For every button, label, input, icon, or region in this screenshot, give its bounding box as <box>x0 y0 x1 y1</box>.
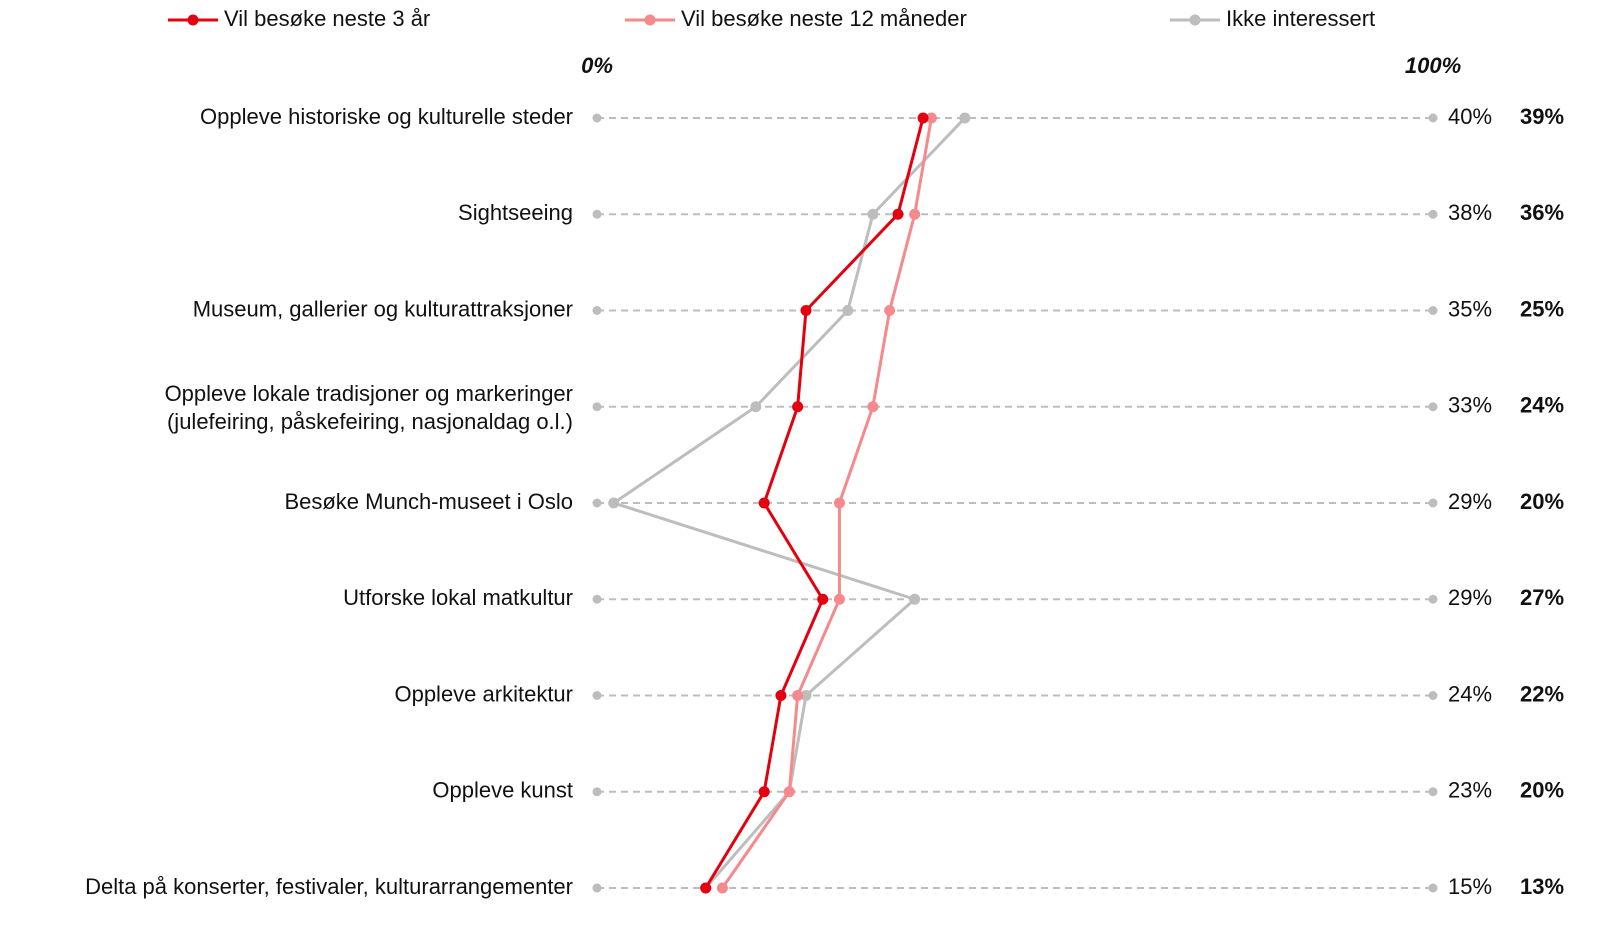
series-dot <box>925 112 937 124</box>
series-dot <box>700 882 712 894</box>
series-dot <box>775 690 787 701</box>
row-guide-end <box>592 883 602 893</box>
row-guide-end <box>592 787 602 797</box>
series-dot <box>792 690 804 701</box>
legend-label: Ikke interessert <box>1226 6 1375 31</box>
row-guide-end <box>1428 402 1438 412</box>
category-label: Utforske lokal matkultur <box>343 585 573 610</box>
series-dot <box>758 497 770 509</box>
legend-label: Vil besøke neste 3 år <box>224 6 430 31</box>
row-guide-end <box>592 691 602 700</box>
series-dot <box>783 786 795 798</box>
series-dot <box>909 208 921 220</box>
legend-dot <box>1189 14 1201 26</box>
series-dot <box>800 690 812 701</box>
value-label: 36% <box>1520 200 1564 225</box>
row-guide-end <box>592 498 602 508</box>
legend-dot <box>644 14 656 26</box>
series-dot <box>800 305 812 316</box>
value-label: 27% <box>1520 585 1564 610</box>
x-tick-label: 100% <box>1405 53 1461 78</box>
value-label: 13% <box>1520 874 1564 899</box>
category-label: Besøke Munch-museet i Oslo <box>284 489 573 514</box>
series-dot <box>842 305 854 316</box>
series-dot <box>917 112 929 124</box>
category-label: Oppleve historiske og kulturelle steder <box>200 104 573 129</box>
series-dot <box>792 401 804 413</box>
value-label: 38% <box>1448 200 1492 225</box>
row-guide-end <box>592 209 602 219</box>
legend-dot <box>187 14 199 26</box>
value-label: 24% <box>1448 681 1492 706</box>
row-guide-end <box>1428 691 1438 700</box>
value-label: 39% <box>1520 104 1564 129</box>
category-label: Oppleve kunst <box>432 778 573 803</box>
category-label: Oppleve lokale tradisjoner og markeringe… <box>165 381 573 434</box>
series-dot <box>892 208 904 220</box>
row-guide-end <box>592 402 602 412</box>
value-label: 20% <box>1520 778 1564 803</box>
category-label: Museum, gallerier og kulturattraksjoner <box>193 296 573 321</box>
value-label: 22% <box>1520 681 1564 706</box>
x-tick-label: 0% <box>581 53 613 78</box>
series-dot <box>608 497 620 509</box>
series-dot <box>884 305 896 316</box>
category-label: Oppleve arkitektur <box>394 681 573 706</box>
row-guide-end <box>1428 883 1438 893</box>
row-guide-end <box>592 594 602 604</box>
value-label: 24% <box>1520 393 1564 418</box>
value-label: 25% <box>1520 296 1564 321</box>
series-dot <box>758 786 770 798</box>
series-dot <box>909 593 921 605</box>
value-label: 29% <box>1448 585 1492 610</box>
row-guide-end <box>592 306 602 315</box>
value-label: 23% <box>1448 778 1492 803</box>
row-guide-end <box>1428 113 1438 123</box>
series-dot <box>959 112 971 124</box>
series-dot <box>867 208 879 220</box>
value-label: 20% <box>1520 489 1564 514</box>
series-dot <box>833 497 845 509</box>
value-label: 29% <box>1448 489 1492 514</box>
series-dot <box>750 401 762 413</box>
value-label: 15% <box>1448 874 1492 899</box>
row-guide-end <box>1428 306 1438 315</box>
series-dot <box>716 882 728 894</box>
value-label: 35% <box>1448 296 1492 321</box>
row-guide-end <box>1428 594 1438 604</box>
series-dot <box>817 593 829 605</box>
series-dot <box>867 401 879 413</box>
row-guide-end <box>1428 209 1438 219</box>
category-label: Delta på konserter, festivaler, kulturar… <box>85 874 573 899</box>
row-guide-end <box>1428 498 1438 508</box>
category-label: Sightseeing <box>458 200 573 225</box>
series-dot <box>833 593 845 605</box>
row-guide-end <box>592 113 602 123</box>
row-guide-end <box>1428 787 1438 797</box>
value-label: 33% <box>1448 393 1492 418</box>
value-label: 40% <box>1448 104 1492 129</box>
legend-label: Vil besøke neste 12 måneder <box>681 6 967 31</box>
